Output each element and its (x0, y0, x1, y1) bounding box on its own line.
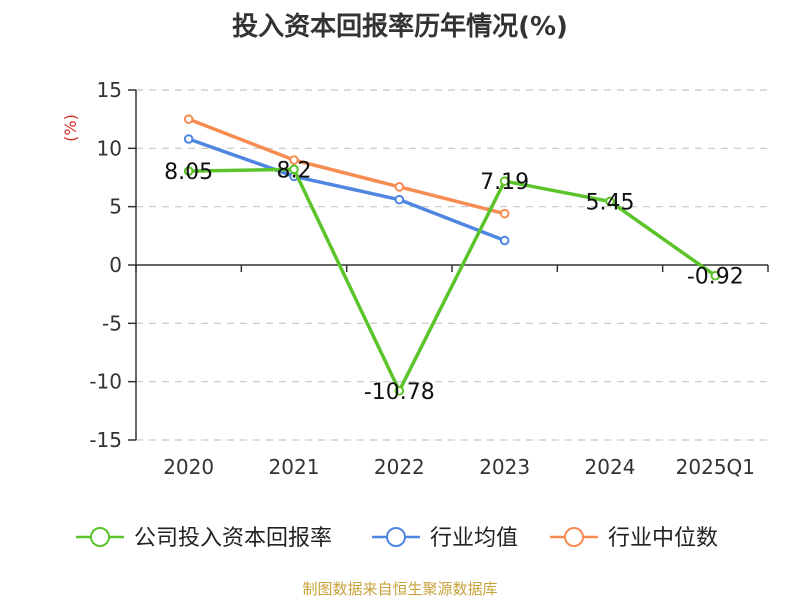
x-tick-label: 2021 (269, 455, 320, 479)
y-axis-label: (%) (61, 114, 80, 142)
data-label: 7.19 (480, 170, 529, 195)
legend-marker-company (90, 527, 110, 547)
axes: 15 10 5 0 -5 -10 -15 (%) 2020 2021 2022 2023 2024 202… (61, 78, 769, 479)
y-tick-label: -10 (89, 370, 122, 394)
data-label: 5.45 (586, 190, 635, 215)
legend-marker-industry_median (564, 527, 584, 547)
x-tick-label: 2022 (374, 455, 425, 479)
data-label: 8.2 (277, 158, 312, 183)
y-tick-label: -5 (102, 311, 122, 335)
legend-label-industry_avg: 行业均值 (430, 526, 518, 551)
data-point-company (289, 164, 299, 175)
data-label: 8.05 (164, 160, 213, 185)
data-point-industry_median (499, 208, 510, 219)
y-tick-label: 15 (97, 78, 122, 102)
data-point-company (499, 176, 510, 186)
series-lines (183, 114, 721, 396)
data-label: -0.92 (687, 265, 744, 290)
data-point-company (710, 270, 721, 281)
y-tick-label: 0 (109, 253, 122, 277)
data-point-industry_median (289, 155, 299, 165)
y-tick-label: 5 (109, 195, 122, 219)
data-point-industry_median (183, 114, 194, 124)
data-point-company (394, 385, 405, 396)
y-tick-label: -15 (89, 428, 122, 452)
legend-label-company: 公司投入资本回报率 (134, 526, 332, 551)
data-point-company (183, 166, 194, 176)
x-tick-label: 2024 (585, 455, 636, 479)
data-label: -10.78 (364, 380, 435, 405)
legend: 公司投入资本回报率 行业均值 行业中位数 (76, 526, 718, 551)
series-line-company (188, 167, 717, 393)
series-line-industry_avg (188, 137, 506, 243)
series-line-industry_median (188, 117, 506, 216)
x-tick-label: 2025Q1 (676, 455, 755, 479)
y-tick-label: 10 (97, 136, 122, 160)
legend-marker-industry_avg (386, 527, 406, 547)
x-tick-label: 2020 (163, 455, 214, 479)
data-labels: 8.05 8.2 -10.78 7.19 5.45 -0.92 (164, 158, 744, 404)
legend-label-industry_median: 行业中位数 (608, 526, 718, 551)
grid-lines (136, 89, 768, 441)
data-point-company (605, 196, 615, 207)
data-point-industry_avg (499, 235, 510, 246)
data-point-industry_median (394, 182, 405, 192)
data-point-industry_avg (183, 134, 194, 144)
source-note: 制图数据来自恒生聚源数据库 (302, 580, 498, 598)
chart-title: 投入资本回报率历年情况(%) (232, 12, 568, 42)
data-point-industry_avg (394, 194, 405, 205)
x-tick-label: 2023 (479, 455, 530, 479)
